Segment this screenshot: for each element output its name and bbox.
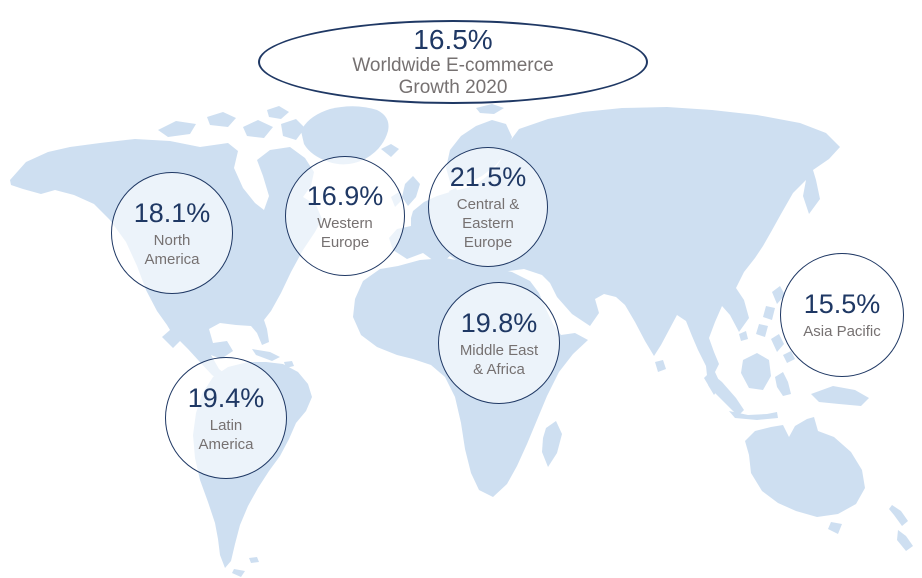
map-new-zealand-south <box>897 530 913 551</box>
region-bubble-latin-america: 19.4% Latin America <box>165 357 287 479</box>
map-sri-lanka <box>655 360 666 372</box>
region-bubble-north-america: 18.1% North America <box>111 172 233 294</box>
map-arctic-island-1 <box>158 121 196 137</box>
region-label-line: & Africa <box>473 360 525 378</box>
region-value: 21.5% <box>449 162 527 192</box>
region-bubble-central-eastern-europe: 21.5% Central & Eastern Europe <box>428 147 548 267</box>
title-line-2: Growth 2020 <box>398 77 508 98</box>
map-philippines-north <box>771 334 784 352</box>
map-arctic-island-3 <box>243 120 273 138</box>
map-new-guinea <box>811 386 869 406</box>
map-japan-north <box>772 286 785 304</box>
map-philippines-south <box>783 351 795 363</box>
title-value: 16.5% <box>413 24 493 55</box>
map-arctic-island-4 <box>267 106 289 119</box>
region-label-line: Western <box>317 214 373 232</box>
map-tasmania <box>828 522 842 534</box>
region-bubble-asia-pacific: 15.5% Asia Pacific <box>780 253 904 377</box>
map-australia <box>745 417 865 517</box>
map-arctic-island-2 <box>207 112 236 127</box>
region-value: 15.5% <box>803 289 881 319</box>
region-label-line: Latin <box>209 416 243 434</box>
map-greenland <box>301 106 389 165</box>
region-label-line: Eastern <box>462 215 514 232</box>
map-svalbard <box>476 104 504 114</box>
region-label-line: Europe <box>463 234 513 251</box>
region-label-line: Europe <box>320 233 370 251</box>
map-tierra-del-fuego <box>232 569 245 577</box>
map-japan-south <box>756 324 768 337</box>
map-borneo <box>741 353 771 390</box>
map-japan-central <box>763 306 775 320</box>
map-java <box>729 411 778 420</box>
title-line-1: Worldwide E-commerce <box>352 55 554 76</box>
region-bubble-middle-east-africa: 19.8% Middle East & Africa <box>438 282 560 404</box>
map-great-britain <box>402 176 420 206</box>
region-label-line: North <box>153 231 191 249</box>
map-sulawesi <box>775 372 791 396</box>
title-ellipse: 16.5% Worldwide E-commerce Growth 2020 <box>258 20 648 104</box>
map-cuba <box>252 349 280 361</box>
map-falklands <box>249 557 259 563</box>
region-label-line: Asia Pacific <box>803 323 881 340</box>
map-taiwan <box>739 331 748 341</box>
region-label-line: America <box>198 435 254 453</box>
region-label-line: Central & <box>456 196 520 213</box>
region-value: 19.8% <box>460 307 538 338</box>
map-iceland <box>381 144 399 157</box>
map-sumatra <box>704 372 744 416</box>
region-label-line: America <box>144 250 200 268</box>
map-arctic-island-5 <box>281 119 305 140</box>
map-madagascar <box>542 421 562 467</box>
region-value: 18.1% <box>133 197 211 228</box>
region-label-line: Middle East <box>459 341 539 359</box>
region-value: 16.9% <box>306 180 384 211</box>
region-bubble-western-europe: 16.9% Western Europe <box>285 156 405 276</box>
map-new-zealand-north <box>889 505 908 526</box>
region-value: 19.4% <box>187 382 265 413</box>
